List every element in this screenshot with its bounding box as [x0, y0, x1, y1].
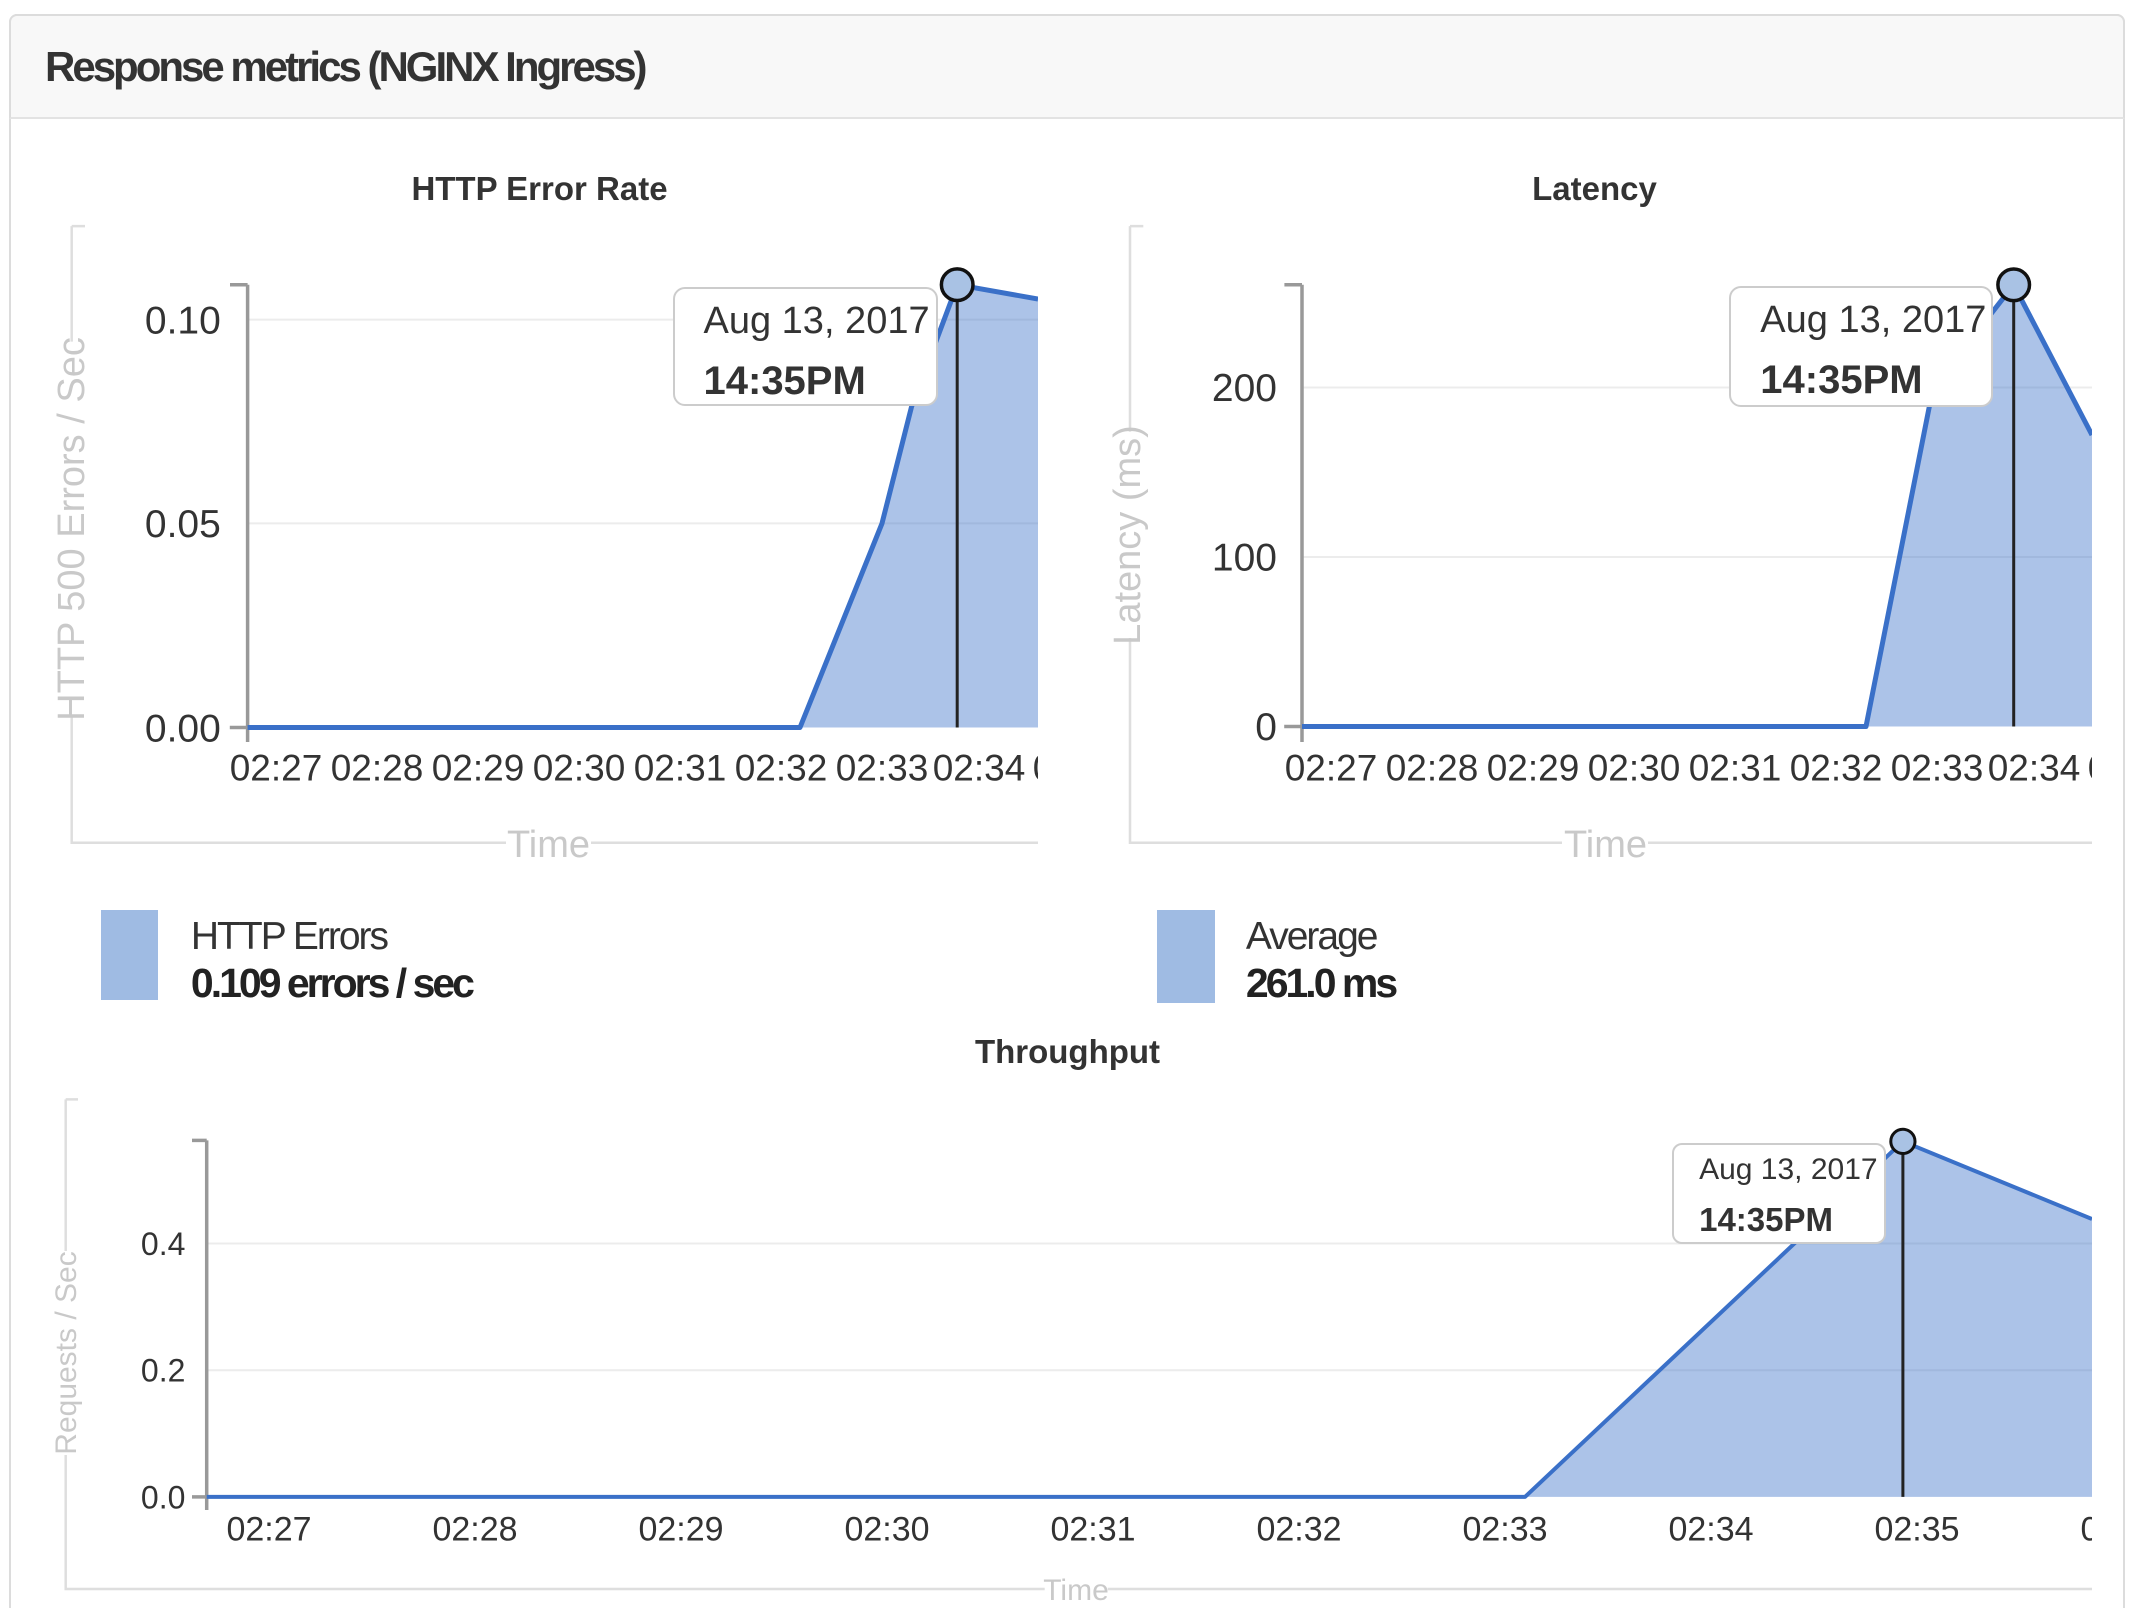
svg-text:02:34: 02:34	[933, 748, 1026, 789]
svg-text:02:30: 02:30	[844, 1510, 929, 1548]
svg-text:02:33: 02:33	[836, 748, 929, 789]
svg-text:HTTP 500 Errors / Sec: HTTP 500 Errors / Sec	[51, 337, 93, 721]
svg-text:02:35: 02:35	[1033, 748, 1038, 789]
svg-text:0.05: 0.05	[145, 503, 221, 546]
svg-text:02:34: 02:34	[1668, 1510, 1753, 1548]
svg-text:0.10: 0.10	[145, 299, 221, 342]
svg-text:02:32: 02:32	[1256, 1510, 1341, 1548]
svg-text:02:30: 02:30	[533, 748, 626, 789]
svg-text:02:35: 02:35	[2088, 748, 2092, 789]
svg-text:0: 0	[1255, 706, 1277, 749]
svg-text:02:27: 02:27	[226, 1510, 311, 1548]
svg-text:02:34: 02:34	[1988, 748, 2081, 789]
svg-text:Time: Time	[507, 824, 590, 866]
svg-text:02:35: 02:35	[1874, 1510, 1959, 1548]
svg-text:200: 200	[1212, 367, 1277, 410]
svg-text:0.00: 0.00	[145, 707, 221, 750]
svg-text:0.4: 0.4	[141, 1226, 185, 1262]
svg-text:02:27: 02:27	[1285, 748, 1378, 789]
svg-text:02:30: 02:30	[1588, 748, 1681, 789]
svg-text:02:33: 02:33	[1891, 748, 1984, 789]
svg-text:Throughput: Throughput	[975, 1033, 1160, 1070]
svg-text:02:31: 02:31	[1689, 748, 1782, 789]
svg-text:0.0: 0.0	[141, 1479, 185, 1515]
svg-text:Time: Time	[1564, 824, 1647, 866]
svg-text:HTTP Error Rate: HTTP Error Rate	[411, 170, 667, 207]
svg-text:02:29: 02:29	[638, 1510, 723, 1548]
svg-text:02:31: 02:31	[1050, 1510, 1135, 1548]
svg-text:02:31: 02:31	[634, 748, 727, 789]
svg-text:Latency (ms): Latency (ms)	[1107, 425, 1149, 645]
svg-text:02:28: 02:28	[1386, 748, 1479, 789]
svg-text:Time: Time	[1043, 1574, 1109, 1607]
svg-text:02:32: 02:32	[735, 748, 828, 789]
svg-text:02:29: 02:29	[1487, 748, 1580, 789]
svg-text:02:36: 02:36	[2080, 1510, 2092, 1548]
svg-text:02:27: 02:27	[230, 748, 323, 789]
svg-text:02:28: 02:28	[432, 1510, 517, 1548]
svg-text:100: 100	[1212, 537, 1277, 580]
svg-text:Latency: Latency	[1532, 170, 1657, 207]
svg-text:02:32: 02:32	[1790, 748, 1883, 789]
svg-text:02:29: 02:29	[432, 748, 525, 789]
svg-text:0.2: 0.2	[141, 1353, 185, 1389]
svg-text:02:28: 02:28	[331, 748, 424, 789]
svg-text:02:33: 02:33	[1462, 1510, 1547, 1548]
svg-text:Requests / Sec: Requests / Sec	[50, 1251, 83, 1454]
